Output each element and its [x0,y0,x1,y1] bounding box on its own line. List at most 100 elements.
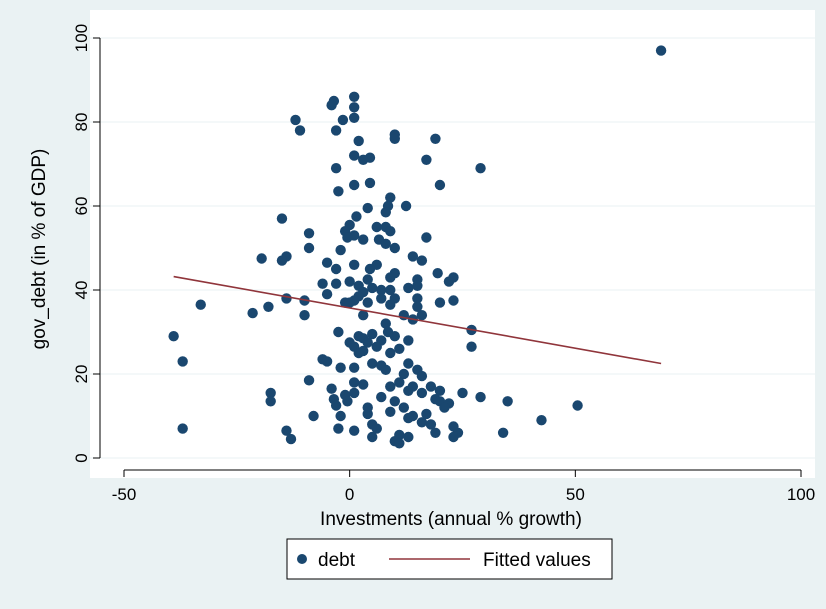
data-point [371,221,382,233]
data-point [403,282,414,294]
data-point [276,213,288,224]
data-point [380,364,391,375]
data-point [421,154,432,165]
y-tick-label: 20 [72,365,91,384]
data-point [380,318,391,329]
data-point [326,100,337,111]
data-point [348,259,360,270]
fitted-line [173,275,662,365]
data-point [448,431,459,443]
data-point [475,163,486,174]
data-point [434,297,446,308]
data-point [655,45,667,56]
legend-fitted-label: Fitted values [483,550,591,571]
data-point [403,385,414,396]
data-point [412,280,423,291]
data-point [385,284,396,296]
y-tick-label: 40 [72,281,91,300]
data-point [385,226,396,237]
axes: 0 20 40 60 80 100 -50 0 50 100 [72,24,815,504]
scatter-points [168,45,667,449]
data-point [348,91,360,103]
data-point [326,383,337,394]
data-point [344,297,355,308]
x-tick-label: 100 [787,485,815,504]
data-point [421,408,432,420]
x-axis-title: Investments (annual % growth) [320,509,582,530]
data-point [256,253,267,264]
legend-debt-label: debt [318,550,356,571]
data-point [177,423,188,434]
data-point [364,177,376,189]
data-point [425,381,437,392]
data-point [497,427,509,438]
data-point [195,299,206,310]
data-point [358,154,369,165]
data-point [425,419,437,430]
x-tick-label: -50 [112,485,137,504]
data-point [335,244,346,256]
data-point [389,242,400,254]
data-point [407,251,419,262]
data-point [394,438,405,449]
y-tick-label: 0 [72,453,91,462]
data-point [367,431,378,443]
data-point [303,375,315,386]
data-point [299,310,310,321]
data-point [394,343,405,354]
data-point [265,387,276,399]
data-point [348,387,360,399]
data-point [321,356,333,367]
plot-area [90,10,815,478]
data-point [362,337,373,348]
data-point [317,278,328,289]
data-point [434,179,446,191]
data-point [333,423,344,434]
data-point [389,133,400,144]
data-point [344,276,355,287]
data-point [358,234,369,245]
data-point [367,328,378,340]
data-point [168,331,179,342]
data-point [457,387,468,399]
data-point [247,307,258,319]
data-point [376,284,387,296]
data-point [263,301,274,312]
data-point [466,341,477,352]
data-point [348,112,360,124]
data-point [348,362,360,373]
data-point [385,192,396,203]
x-tick-label: 50 [566,485,585,504]
data-point [333,186,344,197]
data-point [294,125,306,136]
data-point [403,358,414,369]
data-point [385,272,396,283]
data-point [371,423,382,434]
data-point [376,391,387,403]
data-point [362,202,373,214]
data-point [330,278,342,289]
data-point [475,391,486,403]
data-point [403,431,414,443]
data-point [353,135,364,147]
data-point [421,232,432,243]
data-point [362,408,373,420]
x-tick-label: 0 [345,485,354,504]
data-point [385,347,396,359]
data-point [448,295,459,306]
data-point [430,427,441,438]
data-point [358,379,369,390]
y-tick-label: 100 [72,24,91,52]
data-point [321,257,333,268]
fitted-line-layer [173,275,662,365]
data-point [330,263,342,275]
data-point [371,341,382,352]
data-point [265,396,276,407]
data-point [285,433,297,445]
data-point [400,200,412,212]
data-point [177,356,188,367]
data-point [303,242,315,254]
data-point [536,415,547,426]
